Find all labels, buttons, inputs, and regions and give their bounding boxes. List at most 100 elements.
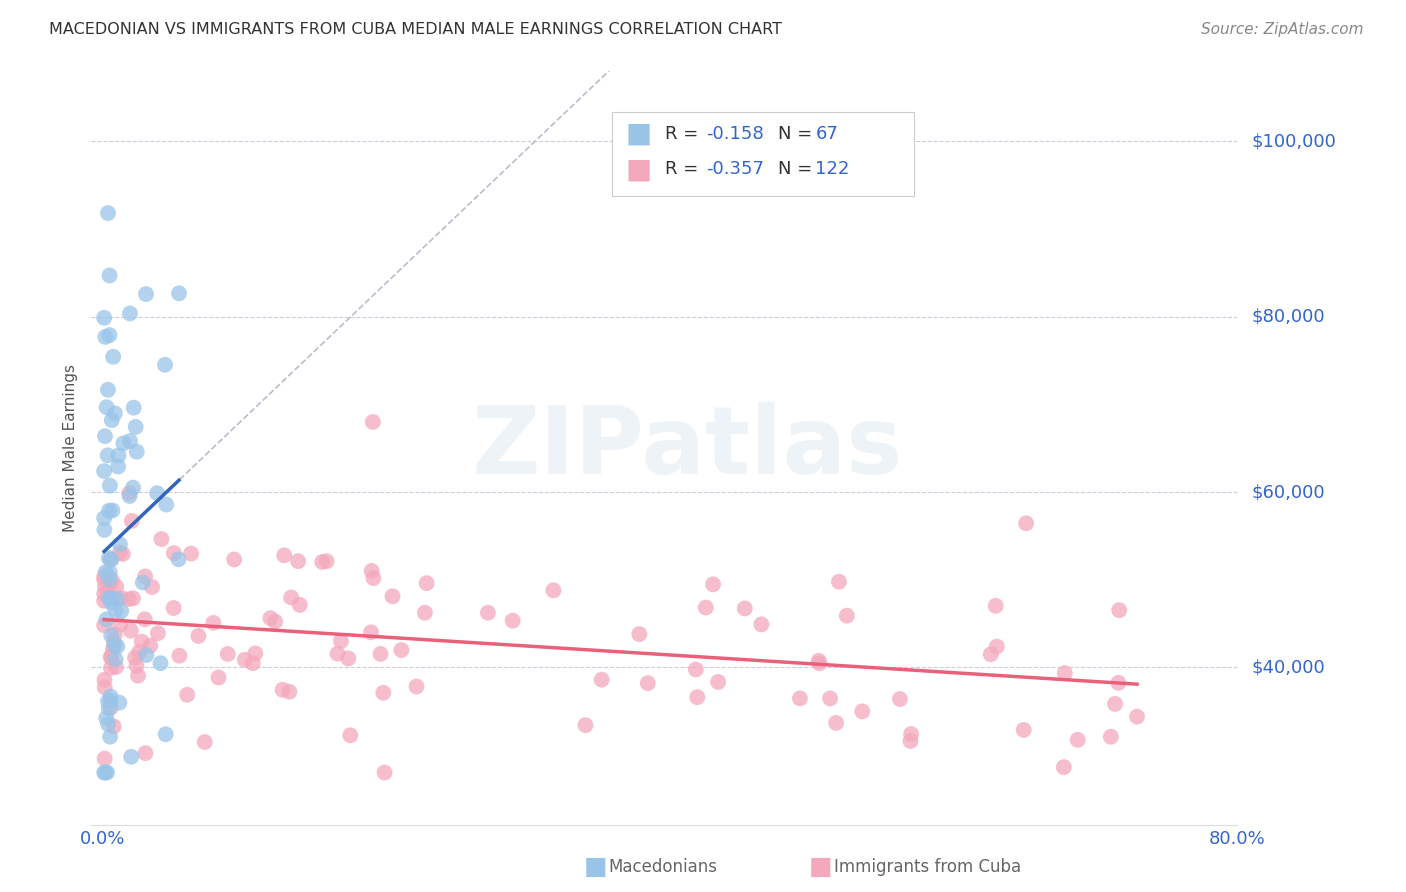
Point [477, 606, 499, 620]
Text: ■: ■ [583, 855, 607, 879]
Point [97, 701, 120, 715]
Point [361, 415, 384, 429]
Point [93, 681, 115, 695]
Point [112, 436, 135, 450]
Point [149, 656, 172, 670]
Point [363, 571, 385, 585]
Point [97, 206, 120, 220]
Point [111, 547, 134, 561]
Point [818, 691, 841, 706]
Point [134, 569, 156, 583]
Point [97, 551, 120, 566]
Text: 67: 67 [815, 125, 838, 143]
Text: -0.357: -0.357 [706, 161, 763, 178]
Point [259, 611, 281, 625]
Text: $80,000: $80,000 [1251, 308, 1324, 326]
Point [135, 287, 157, 301]
Point [94, 330, 117, 344]
Text: N =: N = [778, 161, 811, 178]
Point [105, 640, 128, 654]
Point [900, 734, 922, 748]
Point [100, 628, 122, 642]
Point [97, 383, 120, 397]
Point [180, 547, 202, 561]
Point [98, 268, 121, 283]
Text: ■: ■ [808, 855, 832, 879]
Point [93, 587, 115, 601]
Point [98, 579, 121, 593]
Point [97, 448, 120, 462]
Text: -0.158: -0.158 [706, 125, 763, 143]
Point [980, 647, 1002, 661]
Point [242, 656, 264, 670]
Point [315, 554, 337, 568]
Point [101, 642, 124, 657]
Text: ■: ■ [626, 155, 652, 184]
Point [591, 673, 613, 687]
Point [98, 478, 121, 492]
Point [118, 592, 141, 607]
Point [94, 580, 117, 594]
Point [686, 690, 709, 705]
Point [100, 690, 122, 704]
Point [97, 717, 120, 731]
Point [502, 614, 524, 628]
Point [202, 615, 225, 630]
Point [245, 647, 267, 661]
Point [131, 634, 153, 648]
Point [93, 594, 115, 608]
Point [134, 746, 156, 760]
Point [125, 658, 148, 673]
Point [101, 503, 124, 517]
Point [100, 650, 122, 665]
Point [94, 765, 117, 780]
Point [118, 486, 141, 500]
Point [146, 626, 169, 640]
Text: Macedonians: Macedonians [609, 858, 718, 876]
Point [93, 523, 115, 537]
Point [94, 565, 117, 579]
Point [100, 596, 122, 610]
Point [1053, 666, 1076, 681]
Text: Immigrants from Cuba: Immigrants from Cuba [834, 858, 1021, 876]
Point [405, 680, 427, 694]
Point [93, 573, 115, 587]
Point [121, 514, 143, 528]
Point [1104, 697, 1126, 711]
Point [273, 549, 295, 563]
Point [900, 727, 922, 741]
Point [278, 684, 301, 698]
Point [93, 464, 115, 478]
Point [134, 612, 156, 626]
Point [889, 692, 911, 706]
Text: $100,000: $100,000 [1251, 133, 1336, 151]
Point [702, 577, 724, 591]
Point [370, 647, 392, 661]
Point [93, 765, 115, 780]
Point [96, 401, 118, 415]
Text: R =: R = [665, 161, 699, 178]
Point [1099, 730, 1122, 744]
Point [574, 718, 596, 732]
Point [103, 719, 125, 733]
Text: $60,000: $60,000 [1251, 483, 1324, 501]
Point [187, 629, 209, 643]
Text: MACEDONIAN VS IMMIGRANTS FROM CUBA MEDIAN MALE EARNINGS CORRELATION CHART: MACEDONIAN VS IMMIGRANTS FROM CUBA MEDIA… [49, 22, 782, 37]
Point [128, 645, 150, 659]
Point [125, 444, 148, 458]
Point [118, 489, 141, 503]
Point [381, 590, 404, 604]
Point [176, 688, 198, 702]
Point [373, 686, 395, 700]
Point [146, 486, 169, 500]
Point [163, 546, 186, 560]
Point [104, 627, 127, 641]
Y-axis label: Median Male Earnings: Median Male Earnings [63, 364, 79, 533]
Point [108, 617, 131, 632]
Point [105, 591, 128, 606]
Point [104, 652, 127, 666]
Point [169, 648, 191, 663]
Point [120, 749, 142, 764]
Point [98, 328, 121, 343]
Point [100, 413, 122, 427]
